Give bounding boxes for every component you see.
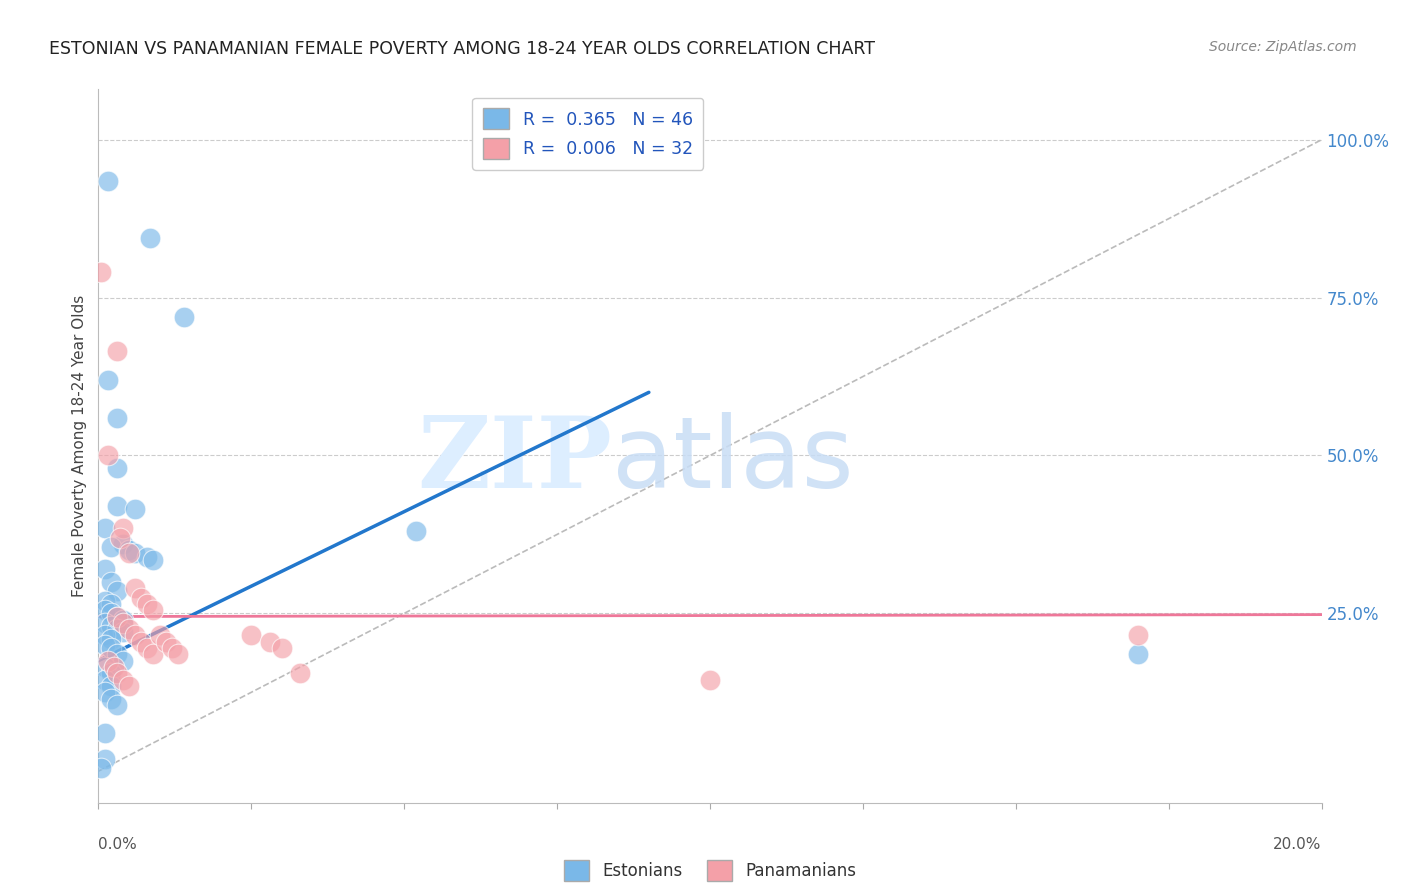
Point [139,230,162,244]
Point [129,591,152,605]
Point [111,654,134,668]
Text: ESTONIAN VS PANAMANIAN FEMALE POVERTY AMONG 18-24 YEAR OLDS CORRELATION CHART: ESTONIAN VS PANAMANIAN FEMALE POVERTY AM… [49,40,875,58]
Point [93,593,115,607]
Point [97,654,120,668]
Point [100,691,122,706]
Point [111,625,134,640]
Point [270,641,292,656]
Point [118,546,141,560]
Text: 0.0%: 0.0% [98,838,138,852]
Point [105,609,128,624]
Point [105,344,128,359]
Point [118,622,141,636]
Point [93,603,115,617]
Point [93,638,115,652]
Y-axis label: Female Poverty Among 18-24 Year Olds: Female Poverty Among 18-24 Year Olds [72,295,87,597]
Point [93,751,115,765]
Point [100,666,122,681]
Point [167,648,190,662]
Point [290,666,312,681]
Point [1128,648,1150,662]
Point [105,499,128,513]
Point [97,449,120,463]
Point [240,628,263,642]
Point [136,641,159,656]
Point [124,546,146,560]
Point [105,461,128,475]
Point [100,632,122,646]
Point [111,673,134,687]
Point [93,726,115,740]
Point [105,622,128,636]
Point [111,521,134,535]
Point [111,615,134,630]
Point [118,543,141,558]
Point [1128,628,1150,642]
Point [105,648,128,662]
Point [136,597,159,611]
Point [105,698,128,712]
Point [111,613,134,627]
Point [173,310,195,324]
Point [259,634,281,648]
Point [149,628,172,642]
Point [97,174,120,188]
Point [699,673,721,687]
Point [124,502,146,516]
Point [100,574,122,589]
Point [93,673,115,687]
Point [100,607,122,621]
Point [136,549,159,564]
Point [100,597,122,611]
Text: ZIP: ZIP [418,412,612,508]
Point [111,537,134,551]
Point [93,521,115,535]
Point [93,685,115,699]
Point [93,628,115,642]
Point [405,524,427,539]
Point [90,761,112,775]
Text: atlas: atlas [612,412,853,508]
Point [155,634,177,648]
Point [142,552,165,566]
Point [118,679,141,693]
Point [103,660,125,674]
Point [105,410,128,425]
Point [124,628,146,642]
Point [100,540,122,554]
Point [124,581,146,595]
Point [142,648,165,662]
Point [90,265,112,279]
Text: Source: ZipAtlas.com: Source: ZipAtlas.com [1209,40,1357,54]
Point [93,660,115,674]
Text: 20.0%: 20.0% [1274,838,1322,852]
Point [142,603,165,617]
Point [160,641,183,656]
Point [93,562,115,576]
Point [129,634,152,648]
Point [105,584,128,599]
Point [105,666,128,681]
Point [100,641,122,656]
Point [100,619,122,633]
Point [108,531,131,545]
Point [93,615,115,630]
Point [105,609,128,624]
Legend: Estonians, Panamanians: Estonians, Panamanians [557,854,863,888]
Point [97,373,120,387]
Point [100,679,122,693]
